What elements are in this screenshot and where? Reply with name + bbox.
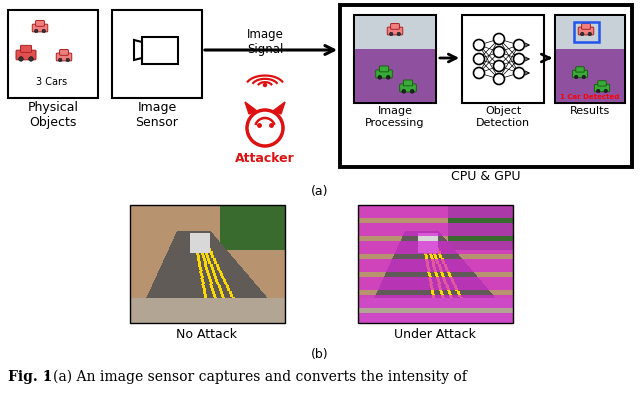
FancyBboxPatch shape	[355, 16, 435, 49]
Circle shape	[58, 58, 62, 62]
Text: Image
Processing: Image Processing	[365, 106, 425, 128]
FancyBboxPatch shape	[572, 70, 588, 78]
FancyBboxPatch shape	[556, 49, 624, 102]
Circle shape	[513, 40, 525, 51]
FancyBboxPatch shape	[390, 23, 399, 29]
Circle shape	[604, 89, 607, 93]
Circle shape	[582, 75, 586, 79]
Circle shape	[580, 32, 584, 36]
FancyBboxPatch shape	[595, 84, 609, 92]
Circle shape	[378, 75, 381, 79]
Polygon shape	[134, 40, 142, 60]
Circle shape	[42, 29, 45, 33]
Text: Physical
Objects: Physical Objects	[28, 101, 79, 129]
FancyBboxPatch shape	[20, 45, 31, 52]
FancyBboxPatch shape	[387, 27, 403, 35]
Text: No Attack: No Attack	[177, 328, 237, 341]
Circle shape	[29, 57, 33, 61]
Polygon shape	[273, 102, 285, 114]
Text: Fig. 1: Fig. 1	[8, 370, 52, 384]
Text: 1 Car Detected: 1 Car Detected	[560, 94, 620, 100]
Polygon shape	[245, 102, 257, 114]
Text: Image
Signal: Image Signal	[246, 28, 284, 56]
Circle shape	[596, 89, 600, 93]
Text: : (a) An image sensor captures and converts the intensity of: : (a) An image sensor captures and conve…	[44, 370, 467, 384]
Circle shape	[402, 89, 406, 93]
Circle shape	[513, 54, 525, 65]
Circle shape	[493, 47, 504, 58]
Text: Under Attack: Under Attack	[394, 328, 476, 341]
FancyBboxPatch shape	[598, 81, 606, 86]
Circle shape	[588, 32, 591, 36]
FancyBboxPatch shape	[556, 16, 624, 49]
Circle shape	[493, 73, 504, 84]
FancyBboxPatch shape	[142, 37, 178, 64]
FancyBboxPatch shape	[376, 70, 392, 78]
Circle shape	[35, 29, 38, 33]
Circle shape	[19, 57, 23, 61]
Circle shape	[513, 68, 525, 79]
Text: Results: Results	[570, 106, 610, 116]
FancyBboxPatch shape	[16, 50, 36, 60]
FancyBboxPatch shape	[576, 67, 584, 72]
Circle shape	[66, 58, 70, 62]
Text: (a): (a)	[311, 185, 329, 198]
Text: (b): (b)	[311, 348, 329, 361]
FancyBboxPatch shape	[579, 27, 594, 35]
FancyBboxPatch shape	[582, 23, 591, 29]
FancyBboxPatch shape	[32, 24, 48, 32]
FancyBboxPatch shape	[60, 49, 68, 55]
Circle shape	[263, 83, 268, 87]
FancyBboxPatch shape	[400, 84, 416, 92]
Circle shape	[247, 110, 283, 146]
Circle shape	[410, 89, 414, 93]
Circle shape	[474, 54, 484, 65]
FancyBboxPatch shape	[403, 80, 413, 86]
Text: 3 Cars: 3 Cars	[36, 77, 68, 87]
Circle shape	[474, 40, 484, 51]
Circle shape	[493, 61, 504, 72]
Circle shape	[474, 68, 484, 79]
FancyBboxPatch shape	[355, 49, 435, 102]
Text: Object
Detection: Object Detection	[476, 106, 530, 128]
Circle shape	[575, 75, 578, 79]
Text: Attacker: Attacker	[235, 152, 295, 165]
Circle shape	[397, 32, 401, 36]
Text: Image
Sensor: Image Sensor	[136, 101, 179, 129]
FancyBboxPatch shape	[56, 53, 72, 61]
Circle shape	[390, 32, 393, 36]
FancyBboxPatch shape	[380, 66, 388, 72]
Circle shape	[387, 75, 390, 79]
Circle shape	[493, 33, 504, 44]
Text: CPU & GPU: CPU & GPU	[451, 170, 521, 183]
FancyBboxPatch shape	[36, 21, 44, 26]
